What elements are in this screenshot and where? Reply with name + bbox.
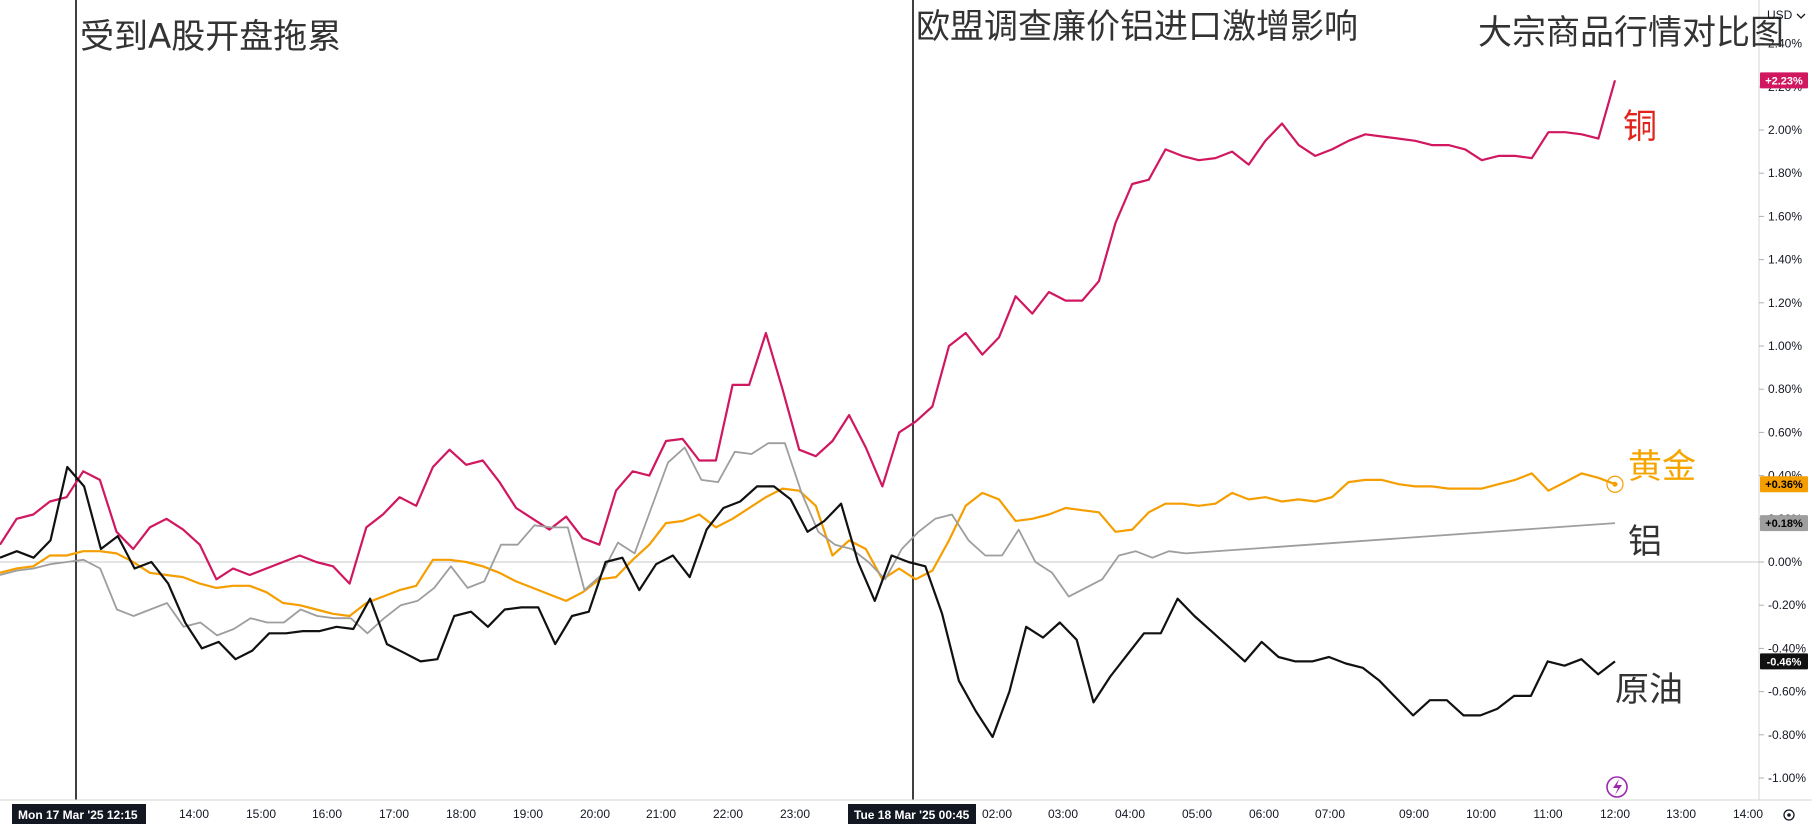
value-badge	[1760, 72, 1808, 89]
y-tick-label: -0.20%	[1768, 598, 1806, 612]
lightning-icon[interactable]	[1606, 776, 1628, 798]
value-badge-text: +0.18%	[1765, 518, 1803, 530]
y-tick-label: -0.40%	[1768, 641, 1806, 655]
date-label-bg	[848, 804, 976, 824]
annotation-2: 欧盟调查廉价铝进口激增影响	[916, 7, 1358, 47]
y-tick-label: 1.00%	[1768, 339, 1802, 353]
series-line-4	[0, 465, 1616, 739]
y-tick-label: 0.80%	[1768, 382, 1802, 396]
series-line-1	[0, 79, 1617, 585]
x-tick-label: 14:00	[179, 807, 209, 821]
series-lines	[0, 79, 1624, 739]
series-label: 铝	[1628, 522, 1662, 562]
annotation-1: 受到A股开盘拖累	[80, 17, 341, 57]
axes	[0, 0, 1812, 801]
value-badge	[1760, 476, 1808, 493]
series-label: 黄金	[1628, 447, 1696, 487]
x-tick-label: 13:00	[1666, 807, 1696, 821]
x-tick-label: 02:00	[982, 807, 1012, 821]
date-labels: Mon 17 Mar '25 12:15 Tue 18 Mar '25 00:45	[12, 804, 976, 824]
date-label-bg	[12, 804, 146, 824]
value-badge-text: +2.23%	[1765, 75, 1803, 87]
value-badge-text: +0.36%	[1765, 479, 1803, 491]
series-label: 原油	[1615, 670, 1683, 710]
value-badge-text: -0.46%	[1767, 656, 1802, 668]
y-tick-label: -0.80%	[1768, 728, 1806, 742]
y-tick-label: 0.60%	[1768, 425, 1802, 439]
y-tick-label: -1.00%	[1768, 771, 1806, 785]
series-label: 铜	[1623, 107, 1657, 147]
annotations: 受到A股开盘拖累 欧盟调查廉价铝进口激增影响 大宗商品行情对比图	[80, 7, 1784, 57]
currency-label[interactable]: USD	[1767, 8, 1793, 22]
x-tick-label: 04:00	[1115, 807, 1145, 821]
x-tick-label: 06:00	[1249, 807, 1279, 821]
x-tick-label: 14:00	[1733, 807, 1763, 821]
x-tick-label: 07:00	[1315, 807, 1345, 821]
x-tick-label: 19:00	[513, 807, 543, 821]
y-tick-label: -0.60%	[1768, 685, 1806, 699]
x-tick-label: 12:00	[1600, 807, 1630, 821]
y-tick-label: 2.40%	[1768, 37, 1802, 51]
x-tick-label: 21:00	[646, 807, 676, 821]
x-tick-label: 15:00	[246, 807, 276, 821]
x-tick-label: 16:00	[312, 807, 342, 821]
chart-title: 大宗商品行情对比图	[1478, 13, 1784, 53]
date-label: Tue 18 Mar '25 00:45	[854, 808, 970, 822]
x-tick-label: 17:00	[379, 807, 409, 821]
chevron-down-icon[interactable]	[1796, 13, 1806, 19]
series-line-2	[0, 472, 1616, 618]
x-tick-label: 05:00	[1182, 807, 1212, 821]
x-axis-ticks[interactable]: 14:00 15:00 16:00 17:00 18:00 19:00 20:00 21:00…	[179, 807, 1763, 821]
x-tick-label: 03:00	[1048, 807, 1078, 821]
x-tick-label: 23:00	[780, 807, 810, 821]
y-tick-label: 0.00%	[1768, 555, 1802, 569]
x-tick-label: 10:00	[1466, 807, 1496, 821]
last-point-marker	[1606, 475, 1624, 493]
event-lines	[75, 0, 914, 800]
x-tick-label: 20:00	[580, 807, 610, 821]
y-tick-label: 1.80%	[1768, 166, 1802, 180]
y-tick-label: 1.20%	[1768, 296, 1802, 310]
last-value-badges: +2.23% +0.36% +0.18% -0.46%	[1760, 72, 1808, 670]
y-tick-label: 2.00%	[1768, 123, 1802, 137]
x-tick-label: 18:00	[446, 807, 476, 821]
gear-icon[interactable]	[1783, 809, 1795, 821]
x-tick-label: 09:00	[1399, 807, 1429, 821]
last-point-dot	[1612, 481, 1618, 487]
y-tick-label: 1.60%	[1768, 209, 1802, 223]
value-badge	[1760, 515, 1808, 532]
x-tick-label: 22:00	[713, 807, 743, 821]
x-tick-label: 11:00	[1533, 807, 1562, 821]
date-label: Mon 17 Mar '25 12:15	[18, 808, 138, 822]
y-tick-label: 1.40%	[1768, 253, 1802, 267]
value-badge	[1760, 653, 1808, 670]
